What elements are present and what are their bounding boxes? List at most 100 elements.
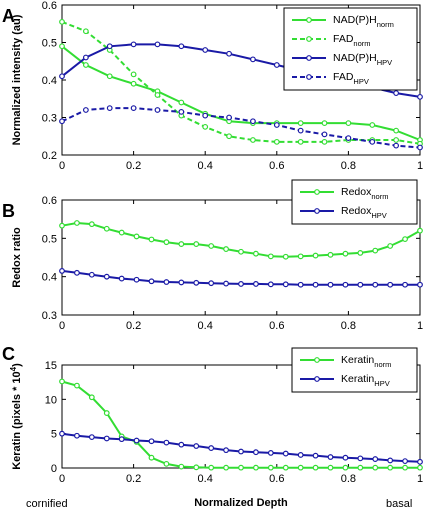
panel-label: C [2, 344, 15, 364]
data-point [163, 239, 170, 246]
data-point [402, 458, 408, 465]
data-point [178, 441, 185, 448]
data-point [282, 450, 289, 457]
data-point [103, 225, 110, 232]
x-tick-label: 0.4 [198, 160, 213, 172]
data-point [208, 445, 215, 451]
data-point [342, 250, 349, 257]
data-point [59, 73, 65, 80]
data-point [417, 281, 423, 288]
data-point [282, 464, 289, 471]
data-point [193, 241, 200, 247]
data-point [59, 222, 65, 229]
data-point [312, 464, 319, 471]
data-point [223, 447, 229, 454]
data-point [154, 92, 161, 98]
data-point [321, 131, 328, 138]
data-point [88, 221, 95, 228]
data-point [238, 248, 244, 255]
legend-label: FADnorm [333, 33, 371, 48]
data-point [327, 251, 334, 258]
cornified-label: cornified [26, 498, 68, 510]
y-tick-label: 0.3 [42, 113, 57, 125]
legend-label: Redoxnorm [341, 186, 388, 201]
data-point [82, 28, 89, 35]
data-point [130, 105, 137, 112]
data-point [223, 246, 229, 252]
legend-box [291, 347, 418, 393]
data-point [345, 120, 352, 127]
data-point [387, 464, 394, 471]
y-tick-label: 15 [45, 360, 57, 372]
data-point [178, 463, 185, 470]
series-fad-norm [59, 18, 423, 147]
data-point [178, 43, 185, 50]
data-point [253, 464, 259, 471]
data-point [202, 112, 209, 119]
y-tick-label: 0.5 [42, 38, 57, 50]
x-tick-label: 0.6 [269, 473, 284, 485]
series-line [61, 45, 421, 141]
data-point [372, 281, 379, 288]
data-point [59, 18, 65, 25]
data-point [250, 137, 256, 143]
data-point [178, 241, 185, 247]
data-point [130, 71, 137, 78]
data-point [250, 56, 256, 63]
series-keratin-hpv [59, 430, 423, 465]
y-tick-label: 0.5 [42, 233, 57, 245]
data-point [393, 142, 400, 149]
data-point [208, 243, 215, 249]
y-tick-label: 0 [51, 463, 57, 475]
data-point [273, 62, 280, 68]
data-point [312, 452, 319, 459]
data-point [88, 394, 95, 401]
x-tick-label: 1 [417, 320, 423, 332]
legend: NAD(P)Hnorm FADnorm NAD(P)HHPV FADHPV [283, 7, 418, 91]
data-point [267, 464, 274, 471]
legend-marker [314, 208, 320, 214]
data-point [327, 281, 334, 288]
data-point [202, 123, 209, 130]
data-point [118, 229, 125, 236]
data-point [238, 448, 244, 455]
data-point [193, 279, 200, 286]
x-axis-label: Normalized Depth [194, 497, 288, 509]
data-point [193, 464, 200, 471]
data-point [253, 250, 259, 257]
data-point [238, 281, 244, 287]
legend-marker [314, 189, 320, 195]
legend-marker [306, 36, 312, 42]
data-point [154, 107, 161, 113]
data-point [253, 449, 259, 456]
data-point [273, 138, 280, 145]
data-point [106, 73, 113, 80]
data-point [369, 138, 376, 145]
legend-label: FADHPV [333, 71, 369, 86]
data-point [402, 236, 408, 243]
data-point [267, 253, 274, 260]
data-point [282, 253, 289, 260]
data-point [103, 410, 110, 416]
data-point [417, 144, 423, 151]
data-point [267, 281, 274, 288]
series-line [61, 20, 421, 145]
data-point [297, 253, 304, 260]
y-axis-label: Keratin (pixels * 104) [9, 363, 23, 470]
data-point [297, 120, 304, 127]
data-point [342, 464, 349, 471]
data-point [417, 458, 423, 465]
data-point [357, 455, 364, 462]
data-point [312, 252, 319, 259]
data-point [393, 127, 400, 134]
data-point [226, 133, 232, 140]
data-point [402, 464, 408, 471]
data-point [130, 80, 137, 87]
y-tick-label: 0.6 [42, 0, 57, 12]
y-axis-label: Normalized intensity (au) [11, 14, 23, 145]
series-fad-hpv [59, 105, 423, 151]
data-point [417, 227, 423, 234]
data-point [163, 439, 170, 446]
series-redox-hpv [59, 268, 423, 288]
